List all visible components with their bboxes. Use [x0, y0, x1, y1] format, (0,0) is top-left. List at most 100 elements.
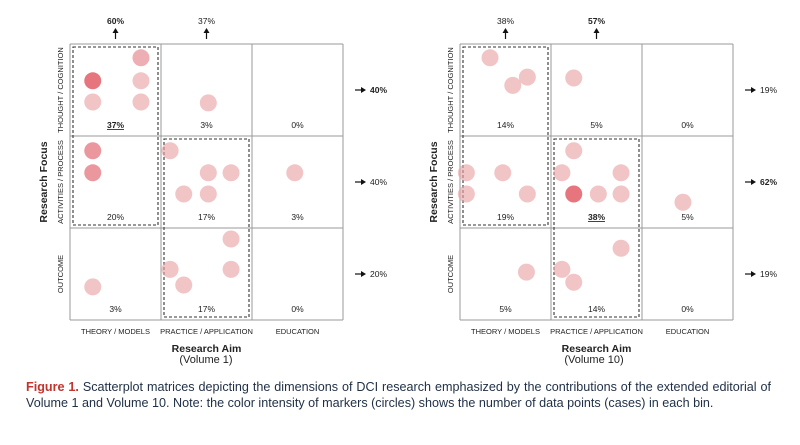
scatterplot-matrix-volume-1: 37% 3% 0% 20% 17% 3% 3% 17% 0% 60% 37% 40% 40% 20% THE…	[0, 0, 400, 375]
data-point-marker	[481, 49, 499, 67]
y-category-label: THOUGHT / COGNITION	[56, 47, 65, 133]
highlight-practice-region	[163, 138, 250, 318]
cell-percent-label: 14%	[588, 304, 605, 314]
row-total-arrow-head	[361, 87, 366, 93]
x-category-label: EDUCATION	[666, 327, 710, 336]
cell-percent-label: 37%	[107, 120, 124, 130]
cell-percent-label: 3%	[109, 304, 122, 314]
column-total-label: 38%	[497, 16, 514, 26]
data-point-marker	[674, 193, 692, 211]
x-category-label: THEORY / MODELS	[81, 327, 150, 336]
cell-percent-label: 5%	[681, 212, 694, 222]
cell-percent-label: 5%	[499, 304, 512, 314]
y-category-label: ACTIVITIES / PROCESS	[56, 140, 65, 224]
matrix-svg-volume-10: 14% 5% 0% 19% 38% 5% 5% 14% 0% 38% 57% 19% 62% 19% THE…	[428, 16, 777, 355]
row-total-arrow-head	[751, 87, 756, 93]
data-point-marker	[84, 164, 102, 182]
x-axis-title: Research Aim	[562, 343, 632, 355]
figure-caption: Figure 1. Scatterplot matrices depicting…	[26, 379, 771, 411]
data-point-marker	[84, 142, 102, 160]
data-point-marker	[612, 164, 630, 182]
data-point-marker	[494, 164, 512, 182]
cell-percent-label: 14%	[497, 120, 514, 130]
cell-percent-label: 0%	[681, 120, 694, 130]
row-total-arrow-head	[751, 179, 756, 185]
x-category-label: PRACTICE / APPLICATION	[550, 327, 643, 336]
row-total-arrow-head	[361, 179, 366, 185]
data-point-marker	[518, 185, 536, 203]
column-total-arrow-head	[502, 28, 509, 33]
data-point-marker	[199, 164, 217, 182]
highlight-theory-region	[72, 46, 159, 226]
data-point-marker	[457, 185, 475, 203]
data-point-marker	[612, 185, 630, 203]
data-point-marker	[612, 239, 630, 257]
data-point-marker	[175, 276, 193, 294]
x-axis-title: Research Aim	[172, 343, 242, 355]
data-point-marker	[553, 164, 571, 182]
data-point-marker	[517, 263, 535, 281]
data-point-marker	[589, 185, 607, 203]
column-total-arrow-head	[593, 28, 600, 33]
column-total-arrow-head	[203, 28, 210, 33]
row-total-label: 19%	[760, 269, 777, 279]
cell-percent-label: 38%	[588, 212, 605, 222]
data-point-marker	[175, 185, 193, 203]
data-point-marker	[199, 94, 217, 112]
scatterplot-matrix-volume-10: 14% 5% 0% 19% 38% 5% 5% 14% 0% 38% 57% 19% 62% 19% THE…	[400, 0, 800, 375]
x-category-label: THEORY / MODELS	[471, 327, 540, 336]
highlight-practice-region	[553, 138, 640, 318]
data-point-marker	[457, 164, 475, 182]
data-point-marker	[565, 185, 583, 203]
caption-text: Scatterplot matrices depicting the dimen…	[26, 380, 771, 410]
column-total-arrow-head	[112, 28, 119, 33]
y-axis-title: Research Focus	[38, 141, 50, 222]
cell-percent-label: 19%	[497, 212, 514, 222]
row-total-arrow-head	[751, 271, 756, 277]
cell-percent-label: 17%	[198, 212, 215, 222]
figure-label: Figure 1.	[26, 380, 79, 394]
volume-10-label: (Volume 10)	[564, 354, 624, 366]
data-point-marker	[132, 72, 150, 90]
column-total-label: 60%	[107, 16, 124, 26]
row-total-label: 19%	[760, 85, 777, 95]
data-point-marker	[132, 49, 150, 67]
data-point-marker	[84, 72, 102, 90]
data-point-marker	[553, 260, 571, 278]
data-point-marker	[222, 230, 240, 248]
x-category-label: EDUCATION	[276, 327, 320, 336]
cell-percent-label: 3%	[200, 120, 213, 130]
data-point-marker	[518, 68, 536, 86]
highlight-theory-region	[462, 46, 549, 226]
data-point-marker	[222, 164, 240, 182]
cell-percent-label: 3%	[291, 212, 304, 222]
row-total-arrow-head	[361, 271, 366, 277]
matrix-svg-volume-1: 37% 3% 0% 20% 17% 3% 3% 17% 0% 60% 37% 40% 40% 20% THE…	[38, 16, 387, 355]
data-point-marker	[565, 142, 583, 160]
data-point-marker	[222, 260, 240, 278]
cell-percent-label: 20%	[107, 212, 124, 222]
data-point-marker	[161, 142, 179, 160]
data-point-marker	[286, 164, 304, 182]
row-total-label: 62%	[760, 177, 777, 187]
y-category-label: OUTCOME	[56, 255, 65, 293]
data-point-marker	[84, 278, 102, 296]
y-category-label: OUTCOME	[446, 255, 455, 293]
y-axis-title: Research Focus	[428, 141, 440, 222]
cell-percent-label: 0%	[291, 120, 304, 130]
cell-percent-label: 17%	[198, 304, 215, 314]
data-point-marker	[565, 273, 583, 291]
column-total-label: 37%	[198, 16, 215, 26]
y-category-label: ACTIVITIES / PROCESS	[446, 140, 455, 224]
data-point-marker	[504, 76, 522, 94]
cell-percent-label: 0%	[291, 304, 304, 314]
row-total-label: 20%	[370, 269, 387, 279]
column-total-label: 57%	[588, 16, 605, 26]
data-point-marker	[161, 260, 179, 278]
row-total-label: 40%	[370, 177, 387, 187]
cell-percent-label: 0%	[681, 304, 694, 314]
cell-percent-label: 5%	[590, 120, 603, 130]
data-point-marker	[132, 93, 150, 111]
row-total-label: 40%	[370, 85, 387, 95]
x-category-label: PRACTICE / APPLICATION	[160, 327, 253, 336]
